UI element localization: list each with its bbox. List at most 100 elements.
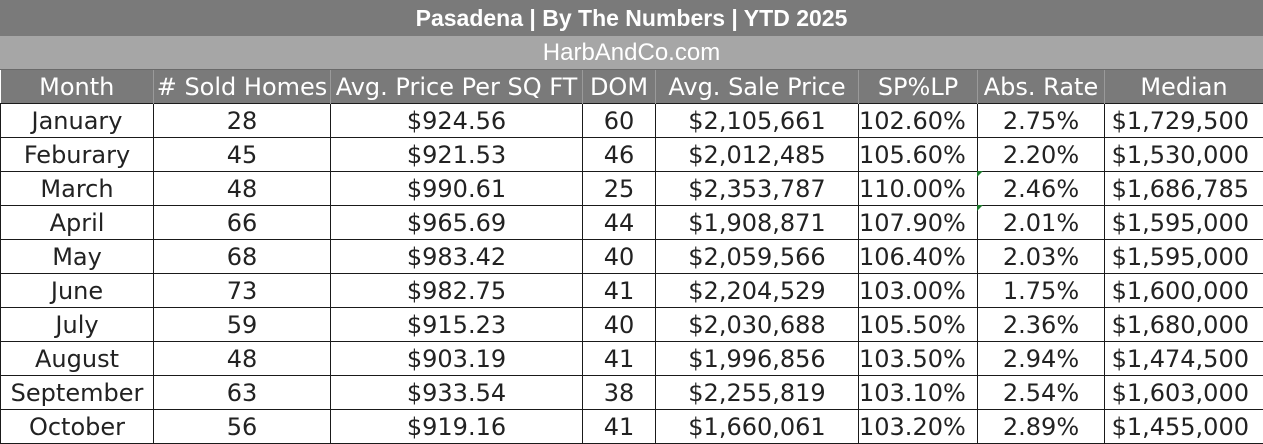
- abs-rate-cell[interactable]: 2.75%: [978, 104, 1105, 138]
- sp-lp-cell[interactable]: 105.60%: [859, 138, 978, 172]
- sold-homes-cell[interactable]: 66: [154, 206, 331, 240]
- dom-cell[interactable]: 60: [583, 104, 656, 138]
- price-sqft-cell[interactable]: $903.19: [331, 342, 583, 376]
- dom-cell[interactable]: 46: [583, 138, 656, 172]
- abs-rate-cell[interactable]: 1.75%: [978, 274, 1105, 308]
- month-cell[interactable]: April: [1, 206, 154, 240]
- month-cell[interactable]: January: [1, 104, 154, 138]
- abs-rate-cell[interactable]: 2.94%: [978, 342, 1105, 376]
- median-cell[interactable]: $1,474,500: [1105, 342, 1263, 376]
- median-cell[interactable]: $1,455,000: [1105, 410, 1263, 444]
- avg-sale-price-cell[interactable]: $2,353,787: [656, 172, 859, 206]
- month-cell[interactable]: March: [1, 172, 154, 206]
- abs-rate-cell[interactable]: 2.36%: [978, 308, 1105, 342]
- median-cell[interactable]: $1,603,000: [1105, 376, 1263, 410]
- sp-lp-cell[interactable]: 102.60%: [859, 104, 978, 138]
- sold-homes-cell[interactable]: 59: [154, 308, 331, 342]
- price-sqft-cell[interactable]: $915.23: [331, 308, 583, 342]
- sold-homes-cell[interactable]: 48: [154, 342, 331, 376]
- price-sqft-cell[interactable]: $933.54: [331, 376, 583, 410]
- price-sqft-cell[interactable]: $982.75: [331, 274, 583, 308]
- dom-cell[interactable]: 40: [583, 240, 656, 274]
- avg-sale-price-cell[interactable]: $2,059,566: [656, 240, 859, 274]
- sold-homes-cell[interactable]: 45: [154, 138, 331, 172]
- dom-cell[interactable]: 40: [583, 308, 656, 342]
- col-header-sold-homes[interactable]: # Sold Homes: [154, 70, 331, 104]
- abs-rate-cell[interactable]: 2.89%: [978, 410, 1105, 444]
- abs-rate-cell[interactable]: 2.01%: [978, 206, 1105, 240]
- abs-rate-cell[interactable]: 2.46%: [978, 172, 1105, 206]
- sold-homes-cell[interactable]: 28: [154, 104, 331, 138]
- month-cell[interactable]: August: [1, 342, 154, 376]
- sp-lp-cell[interactable]: 103.50%: [859, 342, 978, 376]
- price-sqft-cell[interactable]: $921.53: [331, 138, 583, 172]
- median-cell[interactable]: $1,530,000: [1105, 138, 1263, 172]
- avg-sale-price-cell[interactable]: $2,204,529: [656, 274, 859, 308]
- col-header-month[interactable]: Month: [1, 70, 154, 104]
- avg-sale-price-cell[interactable]: $2,255,819: [656, 376, 859, 410]
- sp-lp-cell[interactable]: 110.00%: [859, 172, 978, 206]
- comment-indicator[interactable]: [977, 205, 983, 211]
- month-cell[interactable]: September: [1, 376, 154, 410]
- median-cell[interactable]: $1,595,000: [1105, 240, 1263, 274]
- avg-sale-price-cell[interactable]: $2,012,485: [656, 138, 859, 172]
- month-cell[interactable]: June: [1, 274, 154, 308]
- price-sqft-cell[interactable]: $983.42: [331, 240, 583, 274]
- dom-cell[interactable]: 41: [583, 342, 656, 376]
- median-cell[interactable]: $1,686,785: [1105, 172, 1263, 206]
- col-header-dom[interactable]: DOM: [583, 70, 656, 104]
- price-sqft-cell[interactable]: $965.69: [331, 206, 583, 240]
- abs-rate-cell[interactable]: 2.03%: [978, 240, 1105, 274]
- dom-cell[interactable]: 41: [583, 410, 656, 444]
- sold-homes-cell[interactable]: 63: [154, 376, 331, 410]
- avg-sale-price-cell[interactable]: $1,660,061: [656, 410, 859, 444]
- dom-cell[interactable]: 38: [583, 376, 656, 410]
- page-title: Pasadena | By The Numbers | YTD 2025: [0, 0, 1263, 37]
- col-header-avg-sale-price[interactable]: Avg. Sale Price: [656, 70, 859, 104]
- dom-cell[interactable]: 25: [583, 172, 656, 206]
- median-cell[interactable]: $1,600,000: [1105, 274, 1263, 308]
- median-cell[interactable]: $1,595,000: [1105, 206, 1263, 240]
- abs-rate-cell[interactable]: 2.20%: [978, 138, 1105, 172]
- sold-homes-cell[interactable]: 56: [154, 410, 331, 444]
- price-sqft-cell[interactable]: $990.61: [331, 172, 583, 206]
- sp-lp-cell[interactable]: 103.10%: [859, 376, 978, 410]
- abs-rate-cell[interactable]: 2.54%: [978, 376, 1105, 410]
- month-cell[interactable]: Feburary: [1, 138, 154, 172]
- month-cell[interactable]: July: [1, 308, 154, 342]
- comment-indicator[interactable]: [977, 171, 983, 177]
- month-cell[interactable]: May: [1, 240, 154, 274]
- sp-lp-cell[interactable]: 103.00%: [859, 274, 978, 308]
- sp-lp-cell[interactable]: 105.50%: [859, 308, 978, 342]
- avg-sale-price-cell[interactable]: $1,996,856: [656, 342, 859, 376]
- avg-sale-price-cell[interactable]: $2,030,688: [656, 308, 859, 342]
- col-header-price-sqft[interactable]: Avg. Price Per SQ FT: [331, 70, 583, 104]
- sold-homes-cell[interactable]: 48: [154, 172, 331, 206]
- dom-cell[interactable]: 41: [583, 274, 656, 308]
- sp-lp-cell[interactable]: 107.90%: [859, 206, 978, 240]
- month-cell[interactable]: October: [1, 410, 154, 444]
- price-sqft-cell[interactable]: $924.56: [331, 104, 583, 138]
- sp-lp-cell[interactable]: 106.40%: [859, 240, 978, 274]
- price-sqft-cell[interactable]: $919.16: [331, 410, 583, 444]
- avg-sale-price-cell[interactable]: $1,908,871: [656, 206, 859, 240]
- dom-cell[interactable]: 44: [583, 206, 656, 240]
- stats-table: Month # Sold Homes Avg. Price Per SQ FT …: [0, 70, 1263, 444]
- median-cell[interactable]: $1,680,000: [1105, 308, 1263, 342]
- col-header-abs-rate[interactable]: Abs. Rate: [978, 70, 1105, 104]
- site-banner: HarbAndCo.com: [0, 36, 1263, 70]
- col-header-sp-lp[interactable]: SP%LP: [859, 70, 978, 104]
- sold-homes-cell[interactable]: 68: [154, 240, 331, 274]
- sp-lp-cell[interactable]: 103.20%: [859, 410, 978, 444]
- avg-sale-price-cell[interactable]: $2,105,661: [656, 104, 859, 138]
- sold-homes-cell[interactable]: 73: [154, 274, 331, 308]
- median-cell[interactable]: $1,729,500: [1105, 104, 1263, 138]
- col-header-median[interactable]: Median: [1105, 70, 1263, 104]
